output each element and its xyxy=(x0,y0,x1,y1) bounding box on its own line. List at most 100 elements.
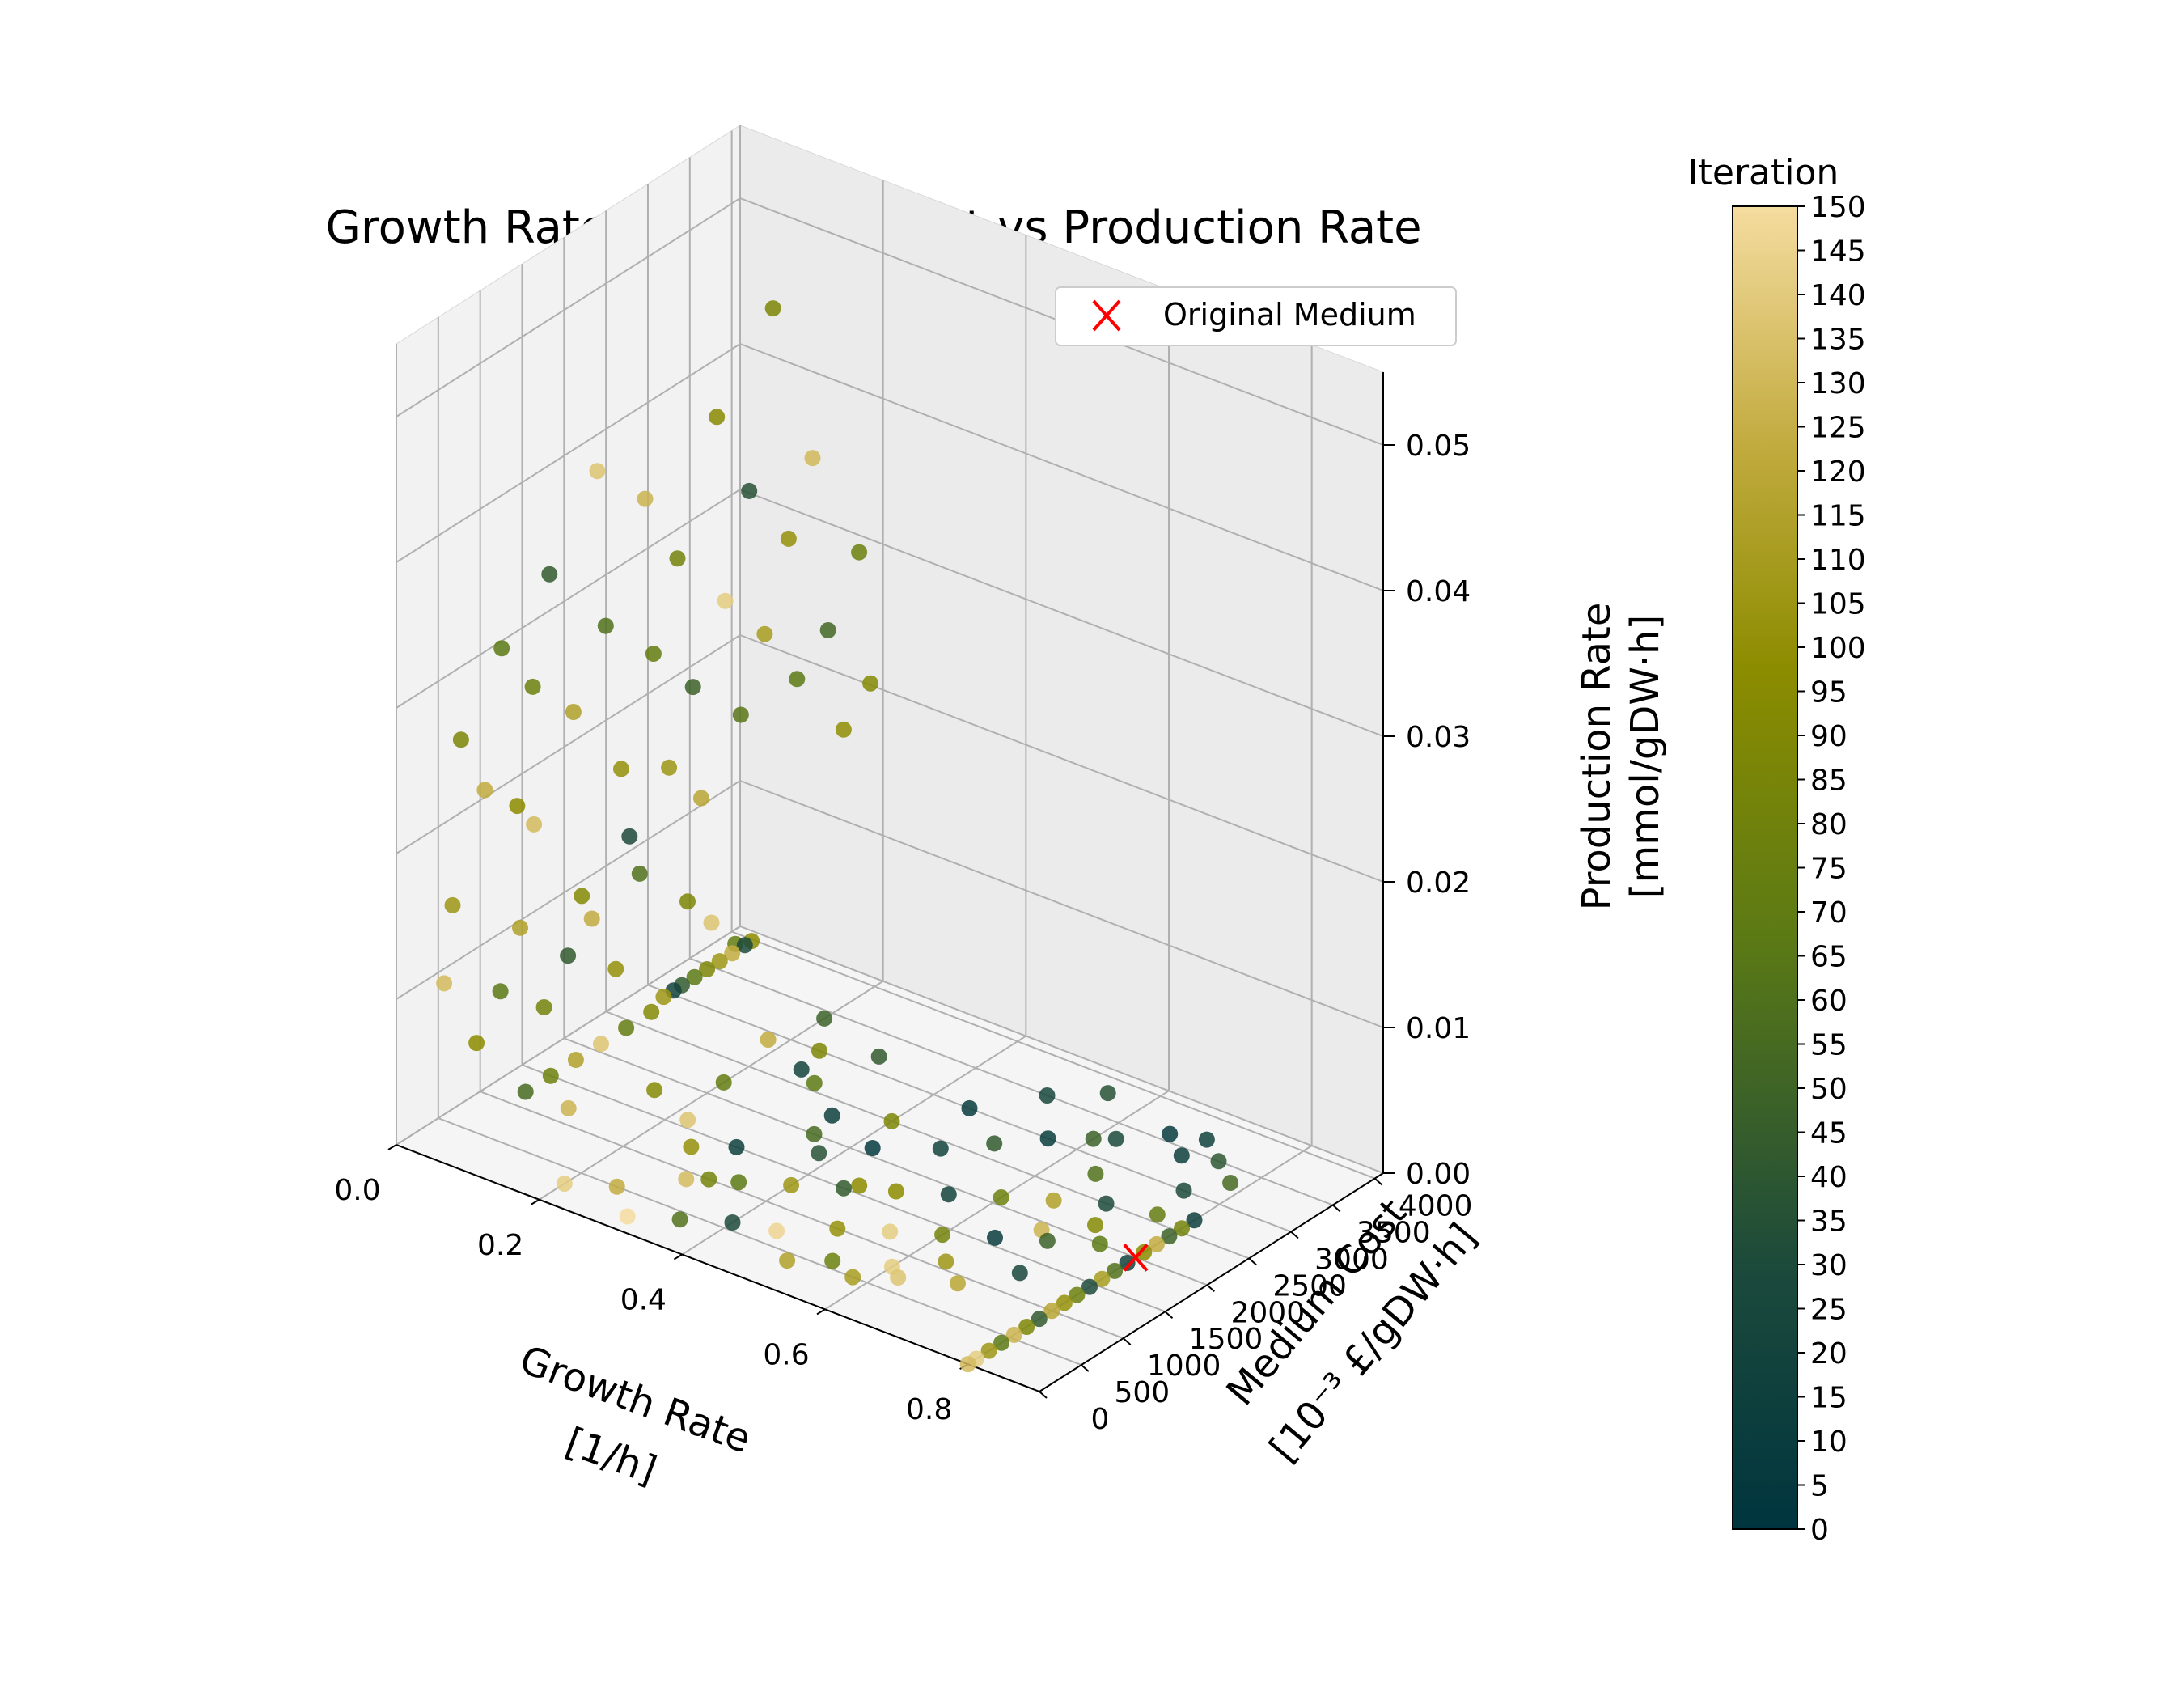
scatter-point xyxy=(608,1178,625,1195)
scatter-point xyxy=(709,409,726,426)
scatter-point xyxy=(887,1183,904,1200)
colorbar-gradient xyxy=(1732,205,1798,1530)
scatter-point xyxy=(597,617,614,634)
scatter-point xyxy=(980,1342,997,1359)
tick-mark xyxy=(1039,1391,1048,1399)
colorbar-tick-label: 95 xyxy=(1810,676,1848,710)
scatter-point xyxy=(700,1171,717,1188)
scatter-point xyxy=(1173,1147,1190,1164)
scatter-point xyxy=(1094,1270,1111,1287)
x-tick-label: 0.6 xyxy=(763,1338,809,1371)
scatter-point xyxy=(1039,1087,1056,1104)
x-axis-label-line2: [1/h] xyxy=(560,1419,662,1494)
tick-mark xyxy=(1248,1257,1257,1266)
colorbar-tick-label: 20 xyxy=(1810,1337,1848,1371)
scatter-point xyxy=(1081,1278,1098,1295)
scatter-point xyxy=(1005,1326,1022,1343)
scatter-point xyxy=(993,1334,1010,1351)
original-medium-marker xyxy=(1123,1244,1149,1272)
scatter-point xyxy=(436,975,453,992)
x-tick-label: 0.8 xyxy=(906,1393,952,1426)
scatter-point xyxy=(583,910,600,927)
grid-line xyxy=(396,634,741,854)
scatter-point xyxy=(806,1125,823,1142)
scatter-point xyxy=(760,1032,777,1048)
scatter-point xyxy=(806,1074,823,1091)
axis-lines xyxy=(396,372,1384,1392)
scatter-point xyxy=(883,1112,900,1129)
colorbar-tick-label: 145 xyxy=(1810,235,1866,269)
y-tick-label: 2000 xyxy=(1231,1296,1306,1329)
y-tick-label: 500 xyxy=(1114,1376,1170,1409)
scatter-point xyxy=(764,300,781,317)
z-tick-label: 0.02 xyxy=(1406,866,1471,900)
scatter-point xyxy=(703,914,720,931)
scatter-point xyxy=(811,1145,827,1162)
scatter-point xyxy=(693,790,709,807)
scatter-point xyxy=(1018,1319,1035,1335)
legend-frame xyxy=(1055,286,1457,346)
grid-line xyxy=(396,780,741,1000)
scatter-point xyxy=(959,1356,976,1373)
scatter-point xyxy=(671,1211,688,1228)
grid-line xyxy=(731,930,1375,1180)
scatter-point xyxy=(1039,1232,1056,1249)
scatter-point xyxy=(1045,1192,1062,1209)
grid-line xyxy=(396,197,741,417)
colorbar-tick-label: 40 xyxy=(1810,1161,1848,1194)
grid-line xyxy=(605,1011,1250,1260)
z-tick-label: 0.00 xyxy=(1406,1158,1471,1191)
scatter-point xyxy=(476,782,493,799)
colorbar-tick-label: 150 xyxy=(1810,191,1866,224)
x-tick-label: 0.0 xyxy=(334,1174,380,1207)
scatter-point xyxy=(824,1252,841,1269)
grid-line xyxy=(438,1117,1082,1366)
colorbar-tick-label: 110 xyxy=(1810,544,1866,577)
scatter-point xyxy=(646,1082,663,1099)
scatter-point xyxy=(1186,1212,1203,1229)
scatter-point xyxy=(940,1186,957,1203)
tick-mark xyxy=(1290,1231,1299,1239)
scatter-point xyxy=(593,1036,609,1053)
colorbar-tick-label: 115 xyxy=(1810,500,1866,533)
tick-mark xyxy=(1164,1311,1174,1319)
x-tick-label: 0.2 xyxy=(477,1229,523,1262)
scatter-point xyxy=(493,640,510,657)
scatter-point xyxy=(756,625,773,642)
grid-lines xyxy=(396,125,1384,1392)
scatter-point xyxy=(793,1061,810,1078)
tick-mark xyxy=(1206,1284,1215,1293)
grid-line xyxy=(396,489,741,709)
colorbar: Iteration 0 5 10 15 20 25 30 35 40 45 50 55 60 65 70 75… xyxy=(1688,152,1866,1547)
z-axis-label-line2: [mmol/gDW·h] xyxy=(1623,615,1668,898)
scatter-point xyxy=(512,919,528,936)
scatter-point xyxy=(829,1220,846,1237)
scatter-point xyxy=(1119,1255,1136,1271)
scatter-point xyxy=(804,450,821,467)
tick-mark xyxy=(816,1308,826,1316)
grid-line xyxy=(396,343,741,563)
scatter-point xyxy=(556,1176,573,1192)
scatter-point xyxy=(934,1227,951,1244)
scatter-point xyxy=(1107,1130,1124,1147)
scatter-point xyxy=(589,463,606,480)
scatter-point xyxy=(452,731,469,748)
z-tick-label: 0.01 xyxy=(1406,1012,1471,1045)
scatter-point xyxy=(1174,1220,1190,1237)
colorbar-tick-label: 5 xyxy=(1810,1470,1829,1503)
scatter-points xyxy=(436,300,1239,1373)
z-tick-label: 0.03 xyxy=(1406,721,1471,754)
colorbar-ticks: 0 5 10 15 20 25 30 35 40 45 50 55 60 65 70 75 80 85 90 95 10… xyxy=(1797,191,1866,1547)
scatter-point xyxy=(1056,1294,1073,1311)
colorbar-tick-label: 75 xyxy=(1810,853,1848,886)
colorbar-tick-label: 35 xyxy=(1810,1205,1848,1239)
scatter-point xyxy=(444,896,461,913)
scatter-point xyxy=(1091,1235,1108,1252)
scatter-point xyxy=(1148,1235,1165,1252)
axis-line xyxy=(1039,1172,1384,1392)
scatter-point xyxy=(932,1140,949,1157)
scatter-point xyxy=(950,1275,966,1292)
scatter-point xyxy=(679,1112,696,1129)
scatter-point xyxy=(1210,1153,1227,1170)
